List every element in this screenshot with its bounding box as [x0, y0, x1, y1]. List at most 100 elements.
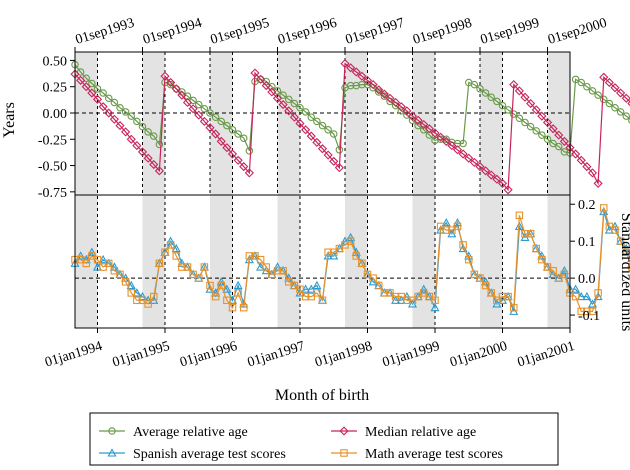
data-point	[177, 90, 187, 100]
data-point	[161, 248, 169, 257]
legend-entry-math-test-scores: Math average test scores	[331, 447, 503, 462]
data-point	[576, 291, 586, 301]
data-point	[391, 292, 400, 301]
data-point	[329, 130, 338, 138]
data-point	[126, 280, 136, 290]
data-point	[109, 114, 119, 124]
y-tick-label-top: -0.75	[38, 186, 67, 201]
data-point	[611, 103, 619, 112]
data-point	[616, 88, 626, 98]
data-point	[87, 247, 97, 256]
data-point	[538, 131, 546, 139]
data-point	[82, 259, 91, 268]
data-point	[464, 153, 474, 163]
data-point	[599, 95, 608, 104]
x-tick-label-top: 01sep1993	[74, 16, 136, 48]
data-point	[99, 89, 107, 97]
data-point	[583, 307, 591, 316]
data-point	[194, 110, 204, 120]
data-point	[452, 145, 463, 155]
data-point	[178, 263, 186, 271]
y-axis-label-bottom: Standardized units	[618, 213, 630, 332]
data-point	[594, 91, 602, 99]
data-point	[368, 80, 378, 90]
data-point	[144, 300, 152, 308]
data-point	[329, 156, 339, 166]
data-point	[121, 127, 131, 137]
data-point	[599, 72, 609, 82]
data-point	[531, 105, 541, 115]
data-point	[121, 278, 130, 286]
legend-marker	[339, 426, 349, 436]
data-point	[150, 132, 158, 140]
x-tick-label-bottom: 01jan2001	[516, 339, 577, 371]
data-point	[403, 296, 411, 305]
data-point	[577, 307, 585, 316]
data-point	[475, 162, 485, 172]
data-point	[228, 303, 237, 312]
data-point	[105, 259, 113, 268]
data-point	[363, 80, 372, 89]
y-tick-label-top: -0.50	[38, 160, 67, 175]
data-point	[487, 289, 495, 297]
data-point	[509, 80, 519, 90]
x-tick-label-bottom: 01jan1997	[246, 339, 307, 371]
data-point	[92, 94, 103, 104]
data-point	[272, 262, 283, 271]
data-point	[604, 77, 614, 88]
data-point	[526, 98, 536, 109]
data-point	[76, 251, 86, 260]
data-point	[503, 185, 513, 195]
data-point	[105, 94, 113, 103]
data-point	[549, 139, 557, 148]
data-point	[459, 139, 467, 148]
data-point	[476, 274, 484, 282]
data-point	[571, 149, 581, 159]
data-point	[628, 117, 630, 124]
data-point	[402, 106, 412, 116]
data-point	[323, 150, 333, 160]
data-point	[116, 270, 124, 279]
data-point	[166, 77, 176, 88]
data-point	[559, 136, 569, 146]
data-point	[548, 124, 558, 134]
data-point	[379, 89, 389, 99]
data-point	[627, 100, 630, 107]
shaded-period-7	[547, 52, 570, 328]
data-point	[352, 252, 360, 260]
shaded-period-0	[75, 52, 98, 328]
data-point	[554, 130, 564, 140]
data-point	[289, 112, 299, 122]
data-point	[628, 263, 630, 271]
data-point	[622, 112, 630, 120]
data-point	[256, 74, 266, 84]
y-tick-label-bottom: 0.1	[578, 235, 596, 250]
data-point	[256, 255, 265, 264]
data-point	[396, 102, 406, 112]
data-point	[543, 135, 552, 144]
legend-label-spanish-test-scores: Spanish average test scores	[133, 447, 286, 462]
data-point	[458, 149, 468, 159]
data-point	[222, 143, 232, 153]
data-point	[419, 119, 429, 130]
data-point	[278, 99, 288, 110]
x-tick-label-top: 01sep2000	[546, 16, 608, 48]
data-point	[317, 144, 328, 154]
data-point	[514, 221, 524, 230]
data-point	[290, 99, 299, 108]
data-point	[279, 91, 287, 99]
data-point	[605, 99, 614, 108]
data-point	[352, 81, 360, 90]
data-point	[312, 137, 322, 148]
y-axis-label-top: Years	[1, 102, 18, 138]
x-tick-label-top: 01sep1994	[141, 16, 203, 48]
data-point	[577, 78, 585, 87]
data-point	[504, 292, 512, 301]
data-point	[138, 122, 147, 131]
data-point	[476, 85, 484, 93]
data-point	[200, 263, 209, 271]
data-point	[560, 270, 569, 279]
data-point	[447, 141, 457, 151]
data-point	[504, 106, 512, 114]
data-point	[514, 86, 524, 96]
